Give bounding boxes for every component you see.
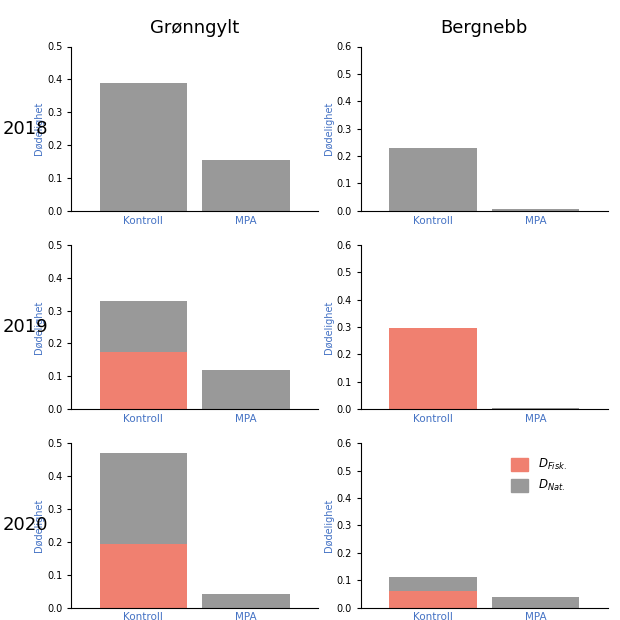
Bar — [389, 148, 477, 211]
Text: 2020: 2020 — [3, 516, 48, 534]
Bar — [389, 329, 477, 409]
Y-axis label: Dødelighet: Dødelighet — [34, 102, 44, 156]
Text: 2018: 2018 — [3, 120, 48, 138]
Y-axis label: Dødelighet: Dødelighet — [324, 102, 334, 156]
Bar — [202, 595, 290, 608]
Text: Bergnebb: Bergnebb — [441, 19, 528, 37]
Bar — [202, 160, 290, 211]
Text: 2019: 2019 — [3, 318, 49, 336]
Legend: $D_{Fisk.}$, $D_{Nat.}$: $D_{Fisk.}$, $D_{Nat.}$ — [506, 453, 571, 498]
Y-axis label: Dødelighet: Dødelighet — [324, 498, 334, 552]
Bar — [492, 210, 579, 211]
Text: Grønngylt: Grønngylt — [150, 19, 239, 37]
Bar — [100, 352, 187, 409]
Bar — [389, 591, 477, 608]
Bar — [492, 408, 579, 409]
Y-axis label: Dødelighet: Dødelighet — [34, 498, 44, 552]
Bar — [100, 544, 187, 608]
Bar — [202, 370, 290, 409]
Y-axis label: Dødelighet: Dødelighet — [34, 300, 44, 354]
Bar — [100, 453, 187, 544]
Y-axis label: Dødelighet: Dødelighet — [324, 300, 334, 354]
Bar — [389, 577, 477, 591]
Bar — [100, 82, 187, 211]
Bar — [492, 596, 579, 608]
Bar — [100, 301, 187, 352]
